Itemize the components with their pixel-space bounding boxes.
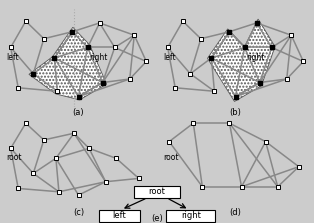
Text: (d): (d) [230, 208, 241, 217]
Text: (c): (c) [73, 208, 84, 217]
Polygon shape [208, 19, 275, 101]
Text: left: left [112, 211, 126, 220]
FancyBboxPatch shape [166, 210, 215, 222]
FancyBboxPatch shape [99, 210, 140, 222]
Text: (b): (b) [230, 108, 241, 117]
Text: left: left [163, 53, 176, 62]
FancyBboxPatch shape [134, 186, 180, 198]
Text: root: root [6, 153, 22, 162]
Text: root: root [149, 187, 165, 196]
Text: (e): (e) [151, 214, 163, 223]
Polygon shape [29, 27, 106, 100]
Text: right: right [89, 53, 107, 62]
Text: left: left [6, 53, 19, 62]
Text: right: right [181, 211, 201, 220]
Text: right: right [246, 53, 264, 62]
Text: root: root [163, 153, 179, 162]
Text: (a): (a) [73, 108, 84, 117]
